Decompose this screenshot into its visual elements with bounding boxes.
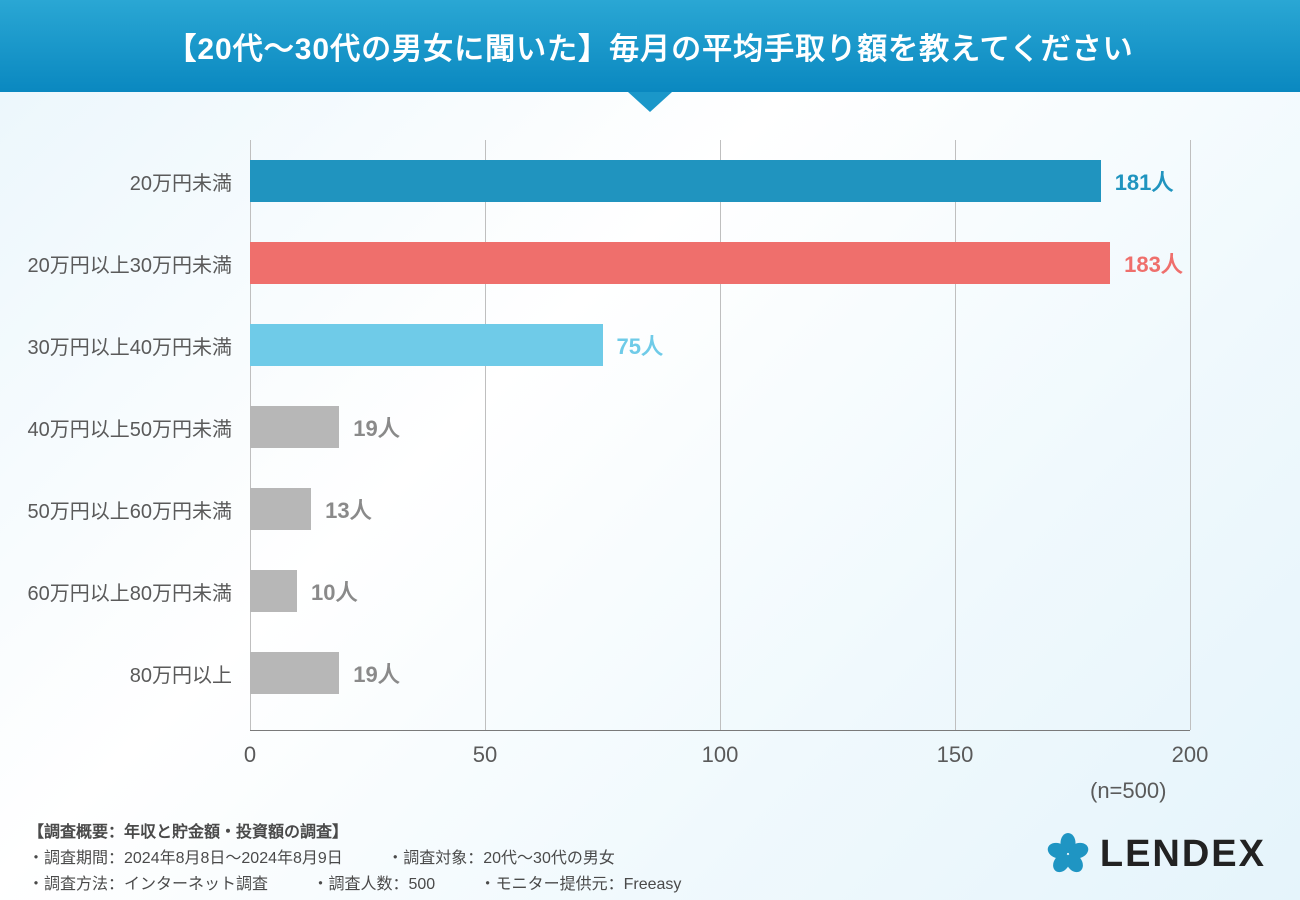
bar-row: 50万円以上60万円未満13人 xyxy=(250,488,1190,530)
category-label: 50万円以上60万円未満 xyxy=(28,495,251,524)
sample-size-label: (n=500) xyxy=(1090,778,1166,804)
category-label: 80万円以上 xyxy=(130,659,250,688)
category-label: 30万円以上40万円未満 xyxy=(28,331,251,360)
value-label: 183人 xyxy=(1124,247,1183,279)
x-tick-label: 0 xyxy=(244,742,256,768)
header-banner: 【20代～30代の男女に聞いた】毎月の平均手取り額を教えてください xyxy=(0,0,1300,92)
x-axis-line xyxy=(250,730,1190,731)
gridline xyxy=(1190,140,1191,730)
bar-row: 40万円以上50万円未満19人 xyxy=(250,406,1190,448)
bar-row: 80万円以上19人 xyxy=(250,652,1190,694)
bar xyxy=(250,652,339,694)
bar xyxy=(250,488,311,530)
value-label: 13人 xyxy=(325,493,371,525)
survey-footer: 【調査概要：年収と貯金額・投資額の調査】 ・調査期間：2024年8月8日～202… xyxy=(28,818,721,894)
logo-mark-icon xyxy=(1046,832,1090,876)
header-pointer-icon xyxy=(628,92,672,112)
bar-chart: 05010015020020万円未満181人20万円以上30万円未満183人30… xyxy=(250,140,1190,730)
survey-period: ・調査期間：2024年8月8日～2024年8月9日 xyxy=(28,844,343,868)
category-label: 60万円以上80万円未満 xyxy=(28,577,251,606)
x-tick-label: 150 xyxy=(937,742,974,768)
brand-logo: LENDEX xyxy=(1046,832,1266,876)
bar xyxy=(250,406,339,448)
category-label: 20万円以上30万円未満 xyxy=(28,249,251,278)
x-tick-label: 100 xyxy=(702,742,739,768)
bar-row: 20万円以上30万円未満183人 xyxy=(250,242,1190,284)
value-label: 10人 xyxy=(311,575,357,607)
bar-row: 30万円以上40万円未満75人 xyxy=(250,324,1190,366)
bar xyxy=(250,242,1110,284)
bar xyxy=(250,160,1101,202)
survey-target: ・調査対象：20代～30代の男女 xyxy=(387,844,615,868)
value-label: 181人 xyxy=(1115,165,1174,197)
value-label: 75人 xyxy=(617,329,663,361)
bar-row: 20万円未満181人 xyxy=(250,160,1190,202)
value-label: 19人 xyxy=(353,657,399,689)
category-label: 20万円未満 xyxy=(130,167,250,196)
bar-row: 60万円以上80万円未満10人 xyxy=(250,570,1190,612)
bar xyxy=(250,570,297,612)
brand-name: LENDEX xyxy=(1100,833,1266,876)
survey-source: ・モニター提供元：Freeasy xyxy=(480,870,682,894)
category-label: 40万円以上50万円未満 xyxy=(28,413,251,442)
x-tick-label: 50 xyxy=(473,742,497,768)
value-label: 19人 xyxy=(353,411,399,443)
header-title: 【20代～30代の男女に聞いた】毎月の平均手取り額を教えてください xyxy=(166,24,1133,68)
survey-line-1: ・調査期間：2024年8月8日～2024年8月9日 ・調査対象：20代～30代の… xyxy=(28,844,721,868)
survey-count: ・調査人数：500 xyxy=(312,870,435,894)
survey-title: 【調査概要：年収と貯金額・投資額の調査】 xyxy=(28,818,721,842)
bar xyxy=(250,324,603,366)
survey-line-2: ・調査方法：インターネット調査 ・調査人数：500 ・モニター提供元：Freea… xyxy=(28,870,721,894)
x-tick-label: 200 xyxy=(1172,742,1209,768)
survey-method: ・調査方法：インターネット調査 xyxy=(28,870,268,894)
